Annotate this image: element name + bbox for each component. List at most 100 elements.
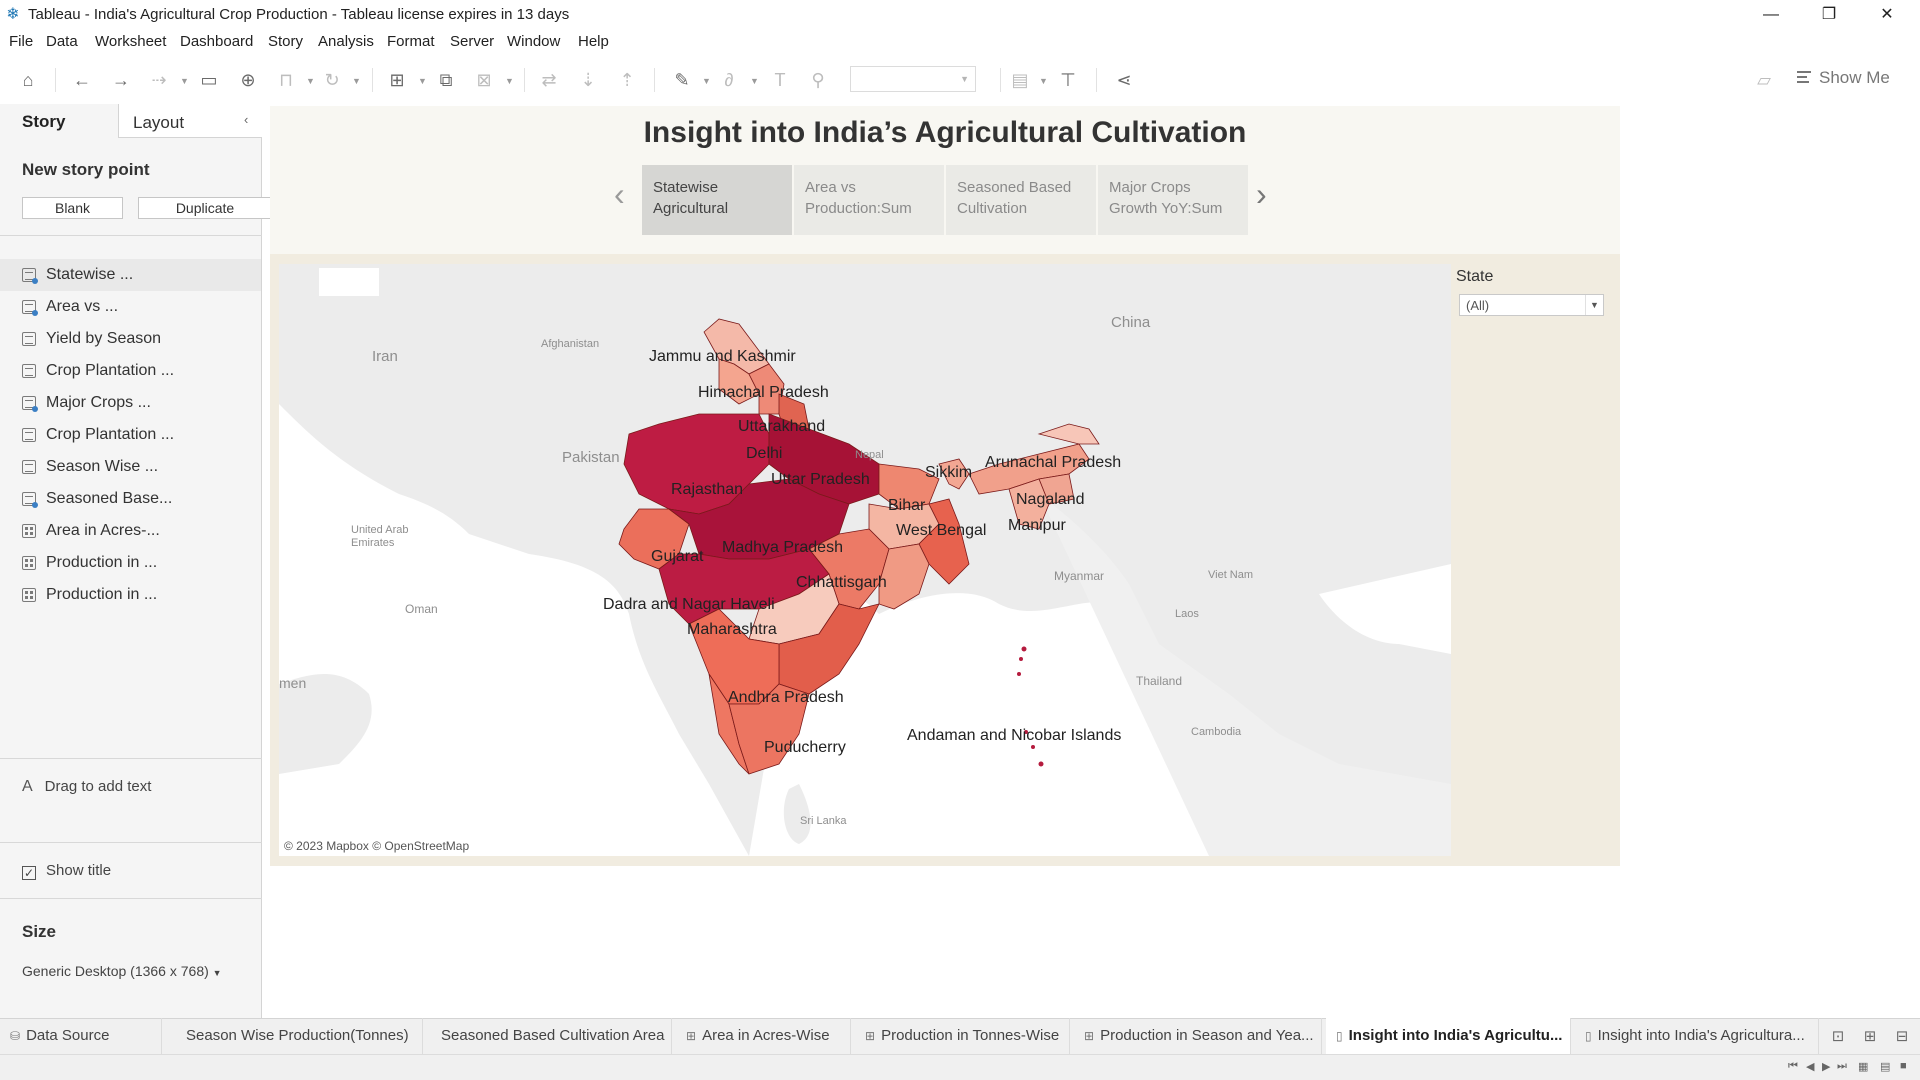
state-tamil-nadu[interactable] xyxy=(728,683,810,775)
sheet-tab[interactable]: ▯ Insight into India's Agricultura... xyxy=(1575,1018,1819,1054)
previous-sheet-icon[interactable]: ◀ xyxy=(1806,1061,1815,1073)
tab-layout[interactable]: Layout xyxy=(118,104,262,138)
menu-file[interactable]: File xyxy=(9,33,34,50)
story-point-item[interactable]: Area vs ... xyxy=(0,291,261,323)
story-point-tab-2[interactable]: Area vs Production:Sum xyxy=(794,165,944,235)
swap-icon[interactable]: ⇄ xyxy=(541,69,557,90)
new-story-tab-icon[interactable]: ⊟ xyxy=(1895,1028,1909,1045)
show-me-button[interactable]: Show Me xyxy=(1819,68,1890,87)
state-arunachal-pradesh[interactable] xyxy=(1037,423,1100,445)
sheet-tab[interactable]: Seasoned Based Cultivation Area xyxy=(427,1018,672,1054)
redo-icon[interactable]: → xyxy=(112,69,130,90)
menu-analysis[interactable]: Analysis xyxy=(318,33,374,50)
home-icon[interactable]: ⌂ xyxy=(22,69,34,90)
share-icon[interactable]: ⋖ xyxy=(1116,69,1132,90)
sort-descending-icon[interactable]: ⇡ xyxy=(619,69,635,90)
drag-to-add-text[interactable]: A Drag to add text xyxy=(22,778,151,796)
menu-data[interactable]: Data xyxy=(46,33,78,50)
india-choropleth-map[interactable]: China Afghanistan Iran Pakistan Nepal Un… xyxy=(279,264,1451,856)
close-button[interactable]: ✕ xyxy=(1880,6,1894,23)
first-sheet-icon[interactable]: ⏮ xyxy=(1788,1060,1798,1072)
menu-window[interactable]: Window xyxy=(507,33,561,50)
story-point-item[interactable]: Area in Acres-... xyxy=(0,515,261,547)
sheet-tab[interactable]: ⛁ Data Source xyxy=(0,1018,162,1054)
sort-ascending-icon[interactable]: ⇣ xyxy=(580,69,596,90)
story-point-tab-1[interactable]: Statewise Agricultural xyxy=(642,165,792,235)
story-point-item[interactable]: Production in ... xyxy=(0,547,261,579)
new-dashboard-tab-icon[interactable]: ⊞ xyxy=(1863,1028,1877,1045)
duplicate-button[interactable]: Duplicate xyxy=(138,197,272,219)
menu-format[interactable]: Format xyxy=(387,33,435,50)
menu-help[interactable]: Help xyxy=(578,33,609,50)
story-point-tab-4[interactable]: Major Crops Growth YoY:Sum xyxy=(1098,165,1248,235)
menu-story[interactable]: Story xyxy=(268,33,304,50)
next-sheet-icon[interactable]: ▶ xyxy=(1822,1061,1831,1073)
tabs-view-icon[interactable]: ■ xyxy=(1900,1060,1907,1072)
sheet-tab[interactable]: ▯ Insight into India's Agricultu... xyxy=(1326,1018,1571,1054)
sheet-tab[interactable]: ⊞ Area in Acres-Wise xyxy=(676,1018,851,1054)
state-filter-dropdown[interactable]: (All) ▼ xyxy=(1459,294,1604,316)
next-story-point-arrow[interactable]: › xyxy=(1256,176,1267,212)
duplicate-sheet-icon[interactable]: ⧉ xyxy=(439,69,453,90)
story-point-item[interactable]: Yield by Season xyxy=(0,323,261,355)
state-assam[interactable] xyxy=(968,443,1090,495)
restore-button[interactable]: ❐ xyxy=(1821,6,1837,23)
filmstrip-view-icon[interactable]: ▦ xyxy=(1858,1061,1869,1073)
chevron-down-icon[interactable]: ▼ xyxy=(352,76,361,86)
undo-icon[interactable]: ← xyxy=(73,69,91,90)
map-attribution[interactable]: © 2023 Mapbox © OpenStreetMap xyxy=(284,839,470,853)
new-worksheet-tab-icon[interactable]: ⊡ xyxy=(1831,1028,1845,1045)
sheet-tab[interactable]: ⊞ Production in Tonnes-Wise xyxy=(855,1018,1070,1054)
tab-story[interactable]: Story xyxy=(0,104,118,138)
sheet-tab[interactable]: Season Wise Production(Tonnes) xyxy=(172,1018,423,1054)
new-datasource-icon[interactable]: ⊕ xyxy=(240,69,256,90)
fit-dropdown[interactable]: ▼ xyxy=(850,66,976,92)
highlight-icon[interactable]: ✎ xyxy=(674,69,690,90)
label-icon[interactable]: T xyxy=(774,69,786,90)
sheet-tab[interactable]: ⊞ Production in Season and Yea... xyxy=(1074,1018,1322,1054)
previous-story-point-arrow[interactable]: ‹ xyxy=(614,176,625,212)
chevron-down-icon[interactable]: ▼ xyxy=(418,76,427,86)
tooltip-icon[interactable]: ▱ xyxy=(1757,69,1771,90)
new-worksheet-icon[interactable]: ⊞ xyxy=(389,69,405,90)
size-dropdown[interactable]: Generic Desktop (1366 x 768) ▼ xyxy=(22,963,222,979)
state-west-bengal[interactable] xyxy=(918,498,970,585)
save-icon[interactable]: ▭ xyxy=(200,69,218,90)
presentation-mode-icon[interactable]: ⊤ xyxy=(1060,69,1076,90)
sheet-sorter-icon[interactable]: ▤ xyxy=(1880,1061,1891,1073)
menu-dashboard[interactable]: Dashboard xyxy=(180,33,254,50)
clear-sheet-icon[interactable]: ⊠ xyxy=(476,69,492,90)
story-point-tab-3[interactable]: Seasoned Based Cultivation xyxy=(946,165,1096,235)
chevron-down-icon[interactable]: ▼ xyxy=(505,76,514,86)
chevron-down-icon[interactable]: ▼ xyxy=(1039,76,1048,86)
chevron-down-icon[interactable]: ▼ xyxy=(306,76,315,86)
refresh-icon[interactable]: ↻ xyxy=(324,69,340,90)
show-title-checkbox-row[interactable]: ✓ Show title xyxy=(22,862,111,880)
last-sheet-icon[interactable]: ⏭ xyxy=(1837,1060,1847,1072)
pin-icon[interactable]: ⚲ xyxy=(811,69,825,90)
story-point-item[interactable]: Major Crops ... xyxy=(0,387,261,419)
story-point-item[interactable]: Statewise ... xyxy=(0,259,261,291)
minimize-button[interactable]: — xyxy=(1763,6,1779,23)
group-icon[interactable]: ∂ xyxy=(724,69,734,90)
story-point-item[interactable]: Crop Plantation ... xyxy=(0,355,261,387)
state-odisha[interactable] xyxy=(878,543,930,610)
state-sikkim[interactable] xyxy=(938,458,970,490)
blank-button[interactable]: Blank xyxy=(22,197,123,219)
story-point-item[interactable]: Crop Plantation ... xyxy=(0,419,261,451)
menu-server[interactable]: Server xyxy=(450,33,495,50)
menu-worksheet[interactable]: Worksheet xyxy=(95,33,167,50)
chevron-down-icon[interactable]: ▼ xyxy=(702,76,711,86)
chevron-down-icon[interactable]: ▼ xyxy=(750,76,759,86)
state-manipur-mizoram[interactable] xyxy=(1008,478,1050,530)
replay-icon[interactable]: ⇢ xyxy=(151,69,167,90)
show-cards-icon[interactable]: ▤ xyxy=(1011,69,1029,90)
story-point-item[interactable]: Seasoned Base... xyxy=(0,483,261,515)
collapse-panel-icon[interactable]: ‹ xyxy=(244,112,249,127)
story-point-item[interactable]: Season Wise ... xyxy=(0,451,261,483)
chevron-down-icon[interactable]: ▼ xyxy=(180,76,189,86)
pause-updates-icon[interactable]: ⊓ xyxy=(278,69,294,90)
story-point-item[interactable]: Production in ... xyxy=(0,579,261,611)
state-rajasthan[interactable] xyxy=(623,413,770,515)
show-title-checkbox[interactable]: ✓ xyxy=(22,866,36,880)
